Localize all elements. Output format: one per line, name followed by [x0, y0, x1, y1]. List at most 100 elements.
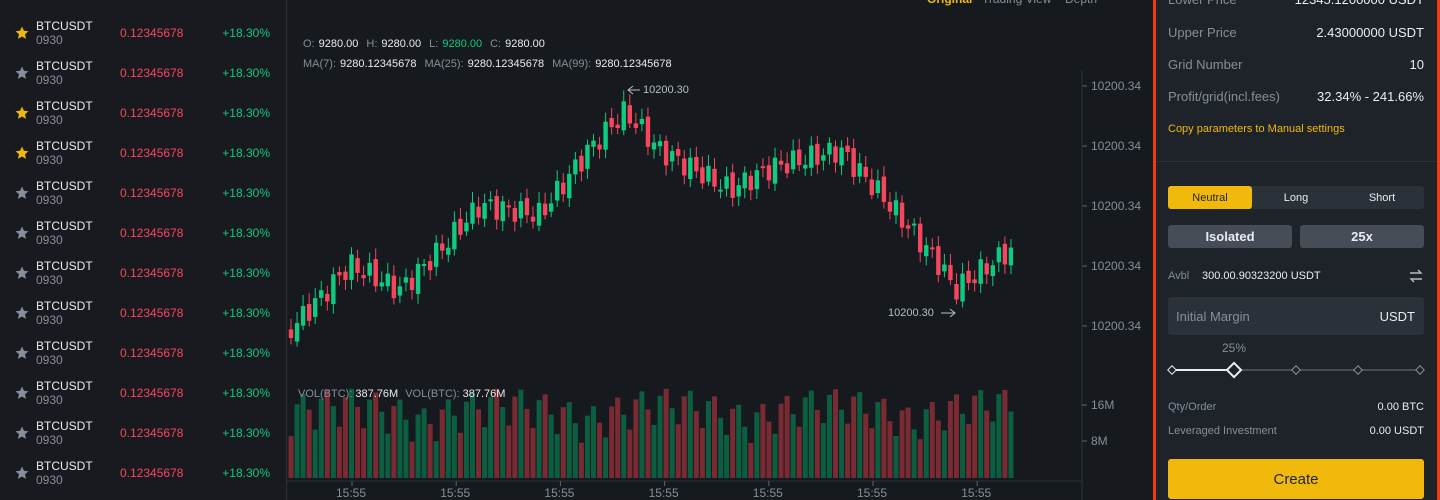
market-row[interactable]: BTCUSDT 0930 0.12345678 +18.30%	[0, 453, 286, 493]
mode-tab[interactable]: Long	[1283, 191, 1309, 204]
candle-body	[845, 145, 850, 153]
transfer-icon[interactable]	[1409, 269, 1423, 283]
symbol: BTCUSDT	[36, 99, 93, 113]
volume-bar	[554, 434, 560, 478]
price: 0.12345678	[120, 106, 184, 120]
symbol: BTCUSDT	[36, 459, 93, 473]
summary-label: Qty/Order	[1168, 401, 1217, 413]
toolbar-tab[interactable]: Original	[927, 0, 972, 6]
market-row[interactable]: BTCUSDT 0930 0.12345678 +18.30%	[0, 213, 286, 253]
market-row[interactable]: BTCUSDT 0930 0.12345678 +18.30%	[0, 173, 286, 213]
candle-body	[803, 164, 808, 169]
param-value: 12345.1200000 USDT	[1295, 0, 1424, 7]
candle-body	[512, 208, 518, 222]
price: 0.12345678	[120, 226, 184, 240]
candle-body	[742, 172, 747, 189]
volume-bar	[724, 434, 730, 478]
volume-bar	[409, 441, 415, 478]
volume-bar	[645, 409, 651, 478]
candle-body	[766, 165, 772, 181]
favorite-star[interactable]	[15, 66, 29, 80]
mode-tab[interactable]: Short	[1368, 191, 1396, 204]
market-row[interactable]: BTCUSDT 0930 0.12345678 +18.30%	[0, 333, 286, 373]
candle-body	[669, 151, 675, 162]
ohlc-legend: O: 9280.00 H: 9280.00 L: 9280.00 C: 9280.00	[303, 38, 549, 50]
candle-body	[488, 199, 493, 202]
market-row[interactable]: BTCUSDT 0930 0.12345678 +18.30%	[0, 253, 286, 293]
market-row[interactable]: BTCUSDT 0930 0.12345678 +18.30%	[0, 413, 286, 453]
price: 0.12345678	[120, 346, 184, 360]
favorite-star[interactable]	[15, 266, 29, 280]
favorite-star[interactable]	[15, 26, 29, 40]
high-marker: 10200.30	[643, 84, 689, 96]
candle-body	[313, 298, 318, 317]
volume-bar	[482, 427, 488, 478]
copy-link[interactable]: Copy parameters to Manual settings	[1168, 123, 1345, 135]
volume-bar	[463, 401, 469, 478]
marker-arrow	[627, 85, 634, 95]
candle-body	[548, 203, 554, 212]
ohlc-label: C:	[490, 38, 502, 50]
favorite-star[interactable]	[15, 386, 29, 400]
market-row[interactable]: BTCUSDT 0930 0.12345678 +18.30%	[0, 53, 286, 93]
summary-value: 0.00 BTC	[1377, 401, 1424, 413]
avbl-value: 300.00.90323200 USDT	[1202, 270, 1321, 282]
candle-body	[458, 218, 463, 235]
price-axis-label: 10200.34	[1091, 259, 1142, 273]
market-row[interactable]: BTCUSDT 0930 0.12345678 +18.30%	[0, 293, 286, 333]
favorite-star[interactable]	[15, 306, 29, 320]
ma-legend: MA(7): 9280.12345678 MA(25): 9280.12345678 M…	[303, 58, 676, 70]
volume-bar	[603, 437, 609, 478]
favorite-star[interactable]	[15, 146, 29, 160]
avbl-label: Avbl	[1168, 270, 1190, 282]
mode-tabs: Neutral Long Short	[1168, 186, 1424, 209]
candle-body	[573, 159, 578, 175]
volume-bar	[421, 408, 427, 478]
volume-axis-label: 8M	[1091, 434, 1108, 448]
volume-bar	[808, 390, 814, 478]
volume-bar	[288, 436, 294, 478]
favorite-star[interactable]	[15, 106, 29, 120]
volume-bar	[342, 397, 348, 478]
candle-body	[682, 158, 687, 176]
mode-tab[interactable]: Neutral	[1168, 186, 1252, 209]
favorite-star[interactable]	[15, 466, 29, 480]
volume-bar	[802, 397, 808, 478]
market-row[interactable]: BTCUSDT 0930 0.12345678 +18.30%	[0, 93, 286, 133]
volume-bar	[476, 409, 482, 478]
favorite-star[interactable]	[15, 226, 29, 240]
percent-slider[interactable]	[1166, 360, 1426, 380]
volume-axis-label: 16M	[1091, 398, 1115, 412]
candle-body	[300, 306, 306, 326]
favorite-star[interactable]	[15, 186, 29, 200]
margin-mode-button[interactable]: Isolated	[1168, 225, 1292, 248]
favorite-star[interactable]	[15, 426, 29, 440]
star-shape	[15, 146, 29, 159]
candle-body	[657, 141, 663, 147]
volume-bar	[663, 388, 669, 478]
favorite-star[interactable]	[15, 346, 29, 360]
volume-label: VOL(BTC):	[298, 388, 353, 400]
param-label: Upper Price	[1168, 25, 1237, 40]
symbol: BTCUSDT	[36, 299, 93, 313]
candle-body	[403, 277, 409, 283]
chart-panel: OriginalTrading ViewDepthO:9280.00H:9280…	[287, 0, 1153, 500]
market-row[interactable]: BTCUSDT 0930 0.12345678 +18.30%	[0, 133, 286, 173]
ohlc-label: H:	[366, 38, 378, 50]
ohlc-value: 9280.00	[442, 38, 483, 50]
market-row[interactable]: BTCUSDT 0930 0.12345678 +18.30%	[0, 13, 286, 53]
margin-input[interactable]: Initial Margin USDT	[1168, 297, 1424, 335]
leverage-button[interactable]: 25x	[1300, 225, 1424, 248]
create-button[interactable]: Create	[1168, 459, 1424, 499]
volume-bar	[330, 406, 336, 478]
volume-bar	[736, 404, 742, 478]
candle-body	[530, 216, 536, 222]
candle-body	[294, 322, 300, 342]
toolbar-tab[interactable]: Depth	[1065, 0, 1097, 6]
toolbar-tab[interactable]: Trading View	[982, 0, 1051, 6]
volume-bar	[627, 429, 633, 478]
market-row[interactable]: BTCUSDT 0930 0.12345678 +18.30%	[0, 373, 286, 413]
volume-bar	[990, 421, 996, 478]
candle-body	[325, 293, 330, 302]
sub-label: 0930	[36, 473, 63, 487]
